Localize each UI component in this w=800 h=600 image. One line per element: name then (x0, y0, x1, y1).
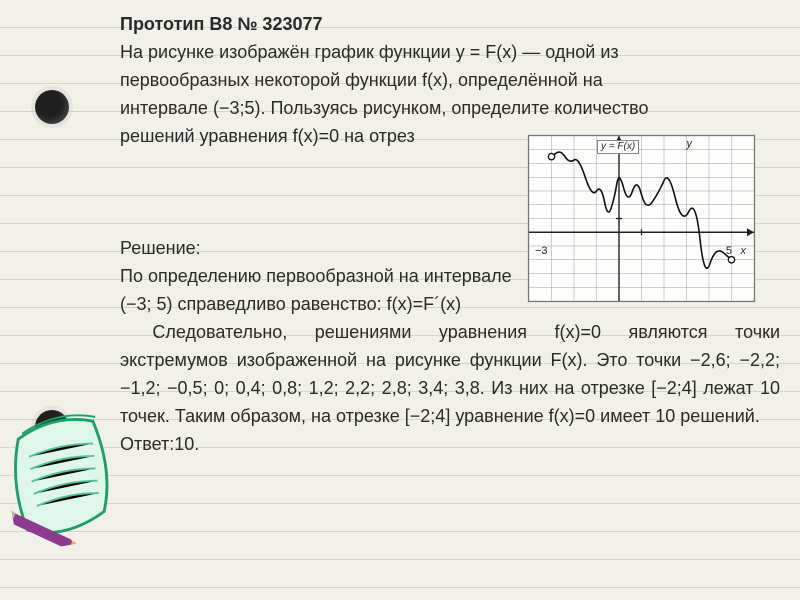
problem-title: Прототип B8 № 323077 (120, 10, 780, 38)
problem-line: интервале (−3;5). Пользуясь рисунком, оп… (120, 94, 780, 122)
answer-line: Ответ:10. (120, 430, 780, 458)
page: Прототип B8 № 323077 На рисунке изображё… (0, 0, 800, 600)
solution-body: Следовательно, решениями уравнения f(x)=… (120, 318, 780, 430)
chart-tick-right: 5 (726, 245, 732, 257)
binding-hole (35, 410, 69, 444)
problem-line: первообразных некоторой функции f(x), оп… (120, 66, 780, 94)
function-chart: y = F(x) y x −3 5 (528, 135, 755, 302)
chart-x-axis-label: x (741, 245, 747, 257)
problem-line: На рисунке изображён график функции y = … (120, 38, 780, 66)
chart-svg (529, 136, 754, 301)
chart-y-axis-label: y (687, 138, 693, 150)
chart-tick-left: −3 (535, 245, 548, 257)
chart-curve-label: y = F(x) (597, 140, 639, 154)
binding-hole (35, 90, 69, 124)
solution-body-text: Следовательно, решениями уравнения f(x)=… (120, 322, 780, 426)
